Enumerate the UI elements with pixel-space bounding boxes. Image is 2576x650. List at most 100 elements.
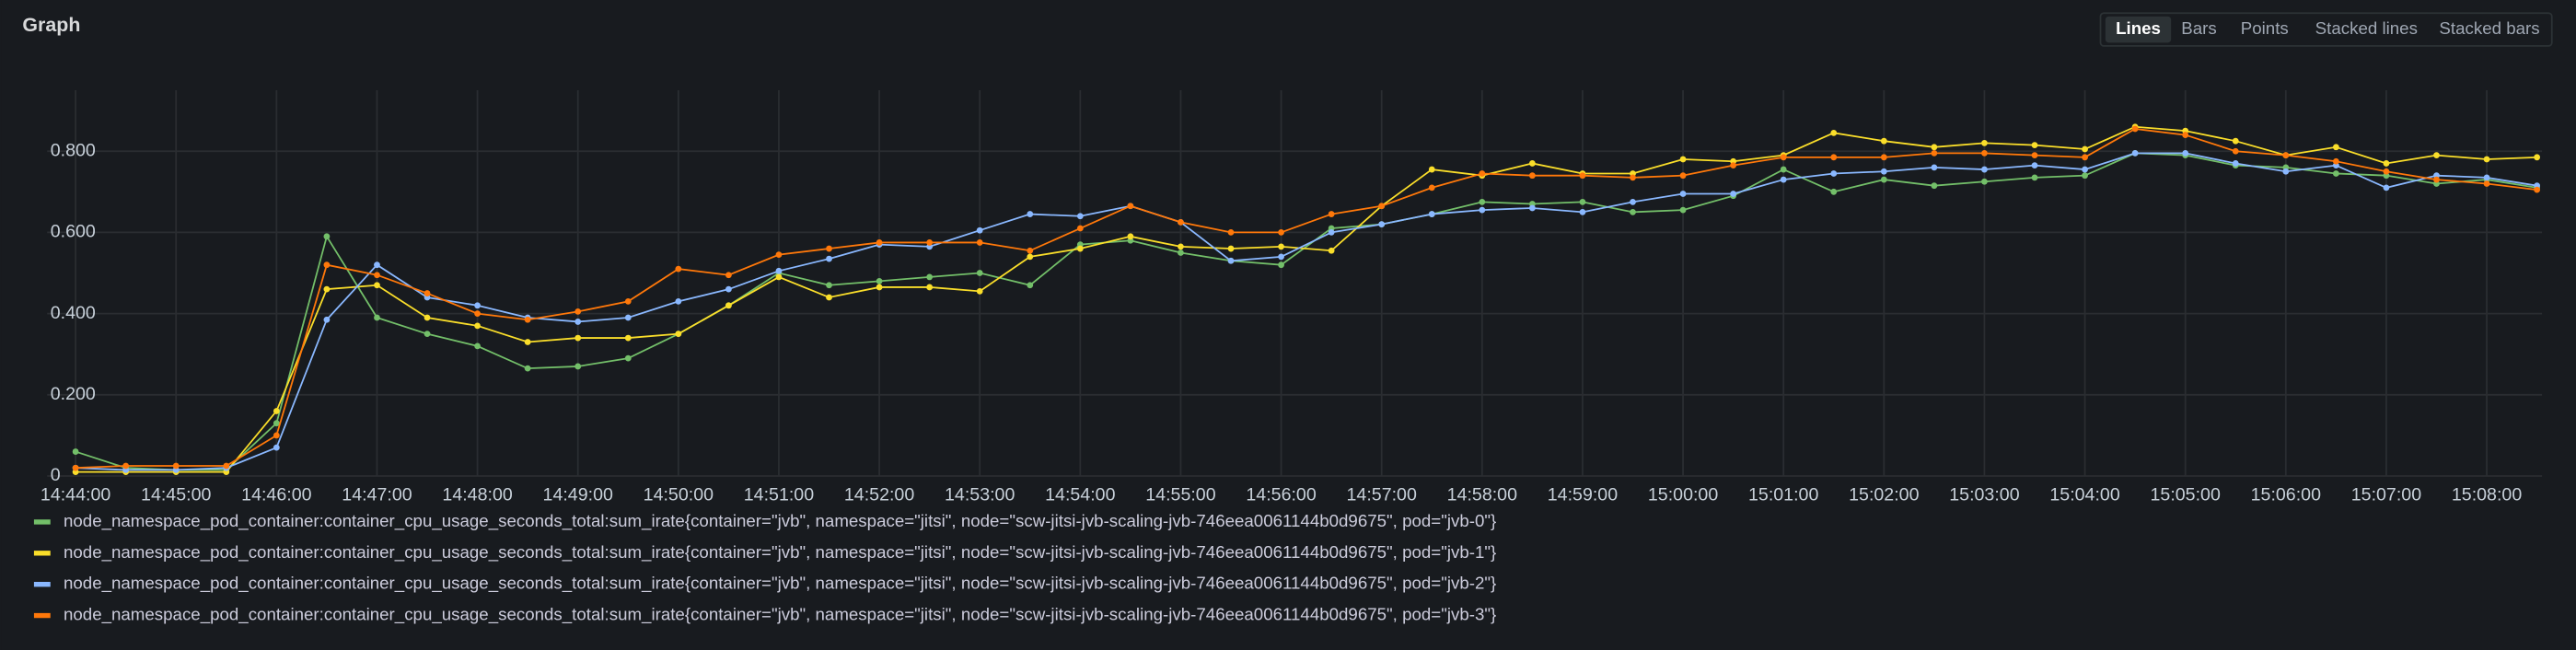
data-point (1780, 176, 1787, 183)
mode-button[interactable]: Lines (2116, 18, 2161, 38)
data-point (1830, 188, 1838, 195)
legend-label[interactable]: node_namespace_pod_container:container_c… (64, 542, 1496, 563)
data-point (1479, 206, 1486, 214)
x-tick-label: 14:52:00 (844, 485, 914, 505)
data-point (2031, 174, 2038, 181)
data-point (775, 251, 783, 259)
x-tick-label: 14:46:00 (241, 485, 311, 505)
data-point (1076, 225, 1084, 232)
data-point (926, 284, 934, 291)
data-point (474, 310, 481, 318)
x-tick-label: 15:03:00 (1949, 485, 2019, 505)
data-point (2282, 168, 2290, 175)
legend-label[interactable]: node_namespace_pod_container:container_c… (64, 574, 1496, 594)
data-point (1730, 162, 1737, 169)
x-tick-label: 14:57:00 (1347, 485, 1417, 505)
x-tick-label: 14:47:00 (342, 485, 412, 505)
data-point (2082, 145, 2088, 153)
data-point (1227, 257, 1235, 264)
data-point (424, 314, 431, 321)
data-point (474, 322, 481, 330)
legend-label[interactable]: node_namespace_pod_container:container_c… (64, 511, 1496, 531)
data-point (1679, 156, 1687, 163)
data-point (876, 284, 883, 291)
mode-button[interactable]: Stacked lines (2315, 18, 2418, 38)
data-point (1278, 243, 1284, 250)
x-tick-label: 14:53:00 (945, 485, 1015, 505)
data-point (876, 239, 883, 246)
mode-button[interactable]: Points (2241, 18, 2289, 38)
data-point (374, 272, 380, 279)
data-point (1880, 176, 1887, 183)
mode-button[interactable]: Stacked bars (2439, 18, 2539, 38)
x-tick-label: 14:54:00 (1045, 485, 1115, 505)
data-point (1076, 213, 1084, 220)
data-point (1830, 170, 1838, 177)
data-point (1830, 129, 1838, 136)
data-point (1579, 172, 1586, 180)
data-point (624, 297, 632, 305)
x-tick-label: 14:59:00 (1548, 485, 1618, 505)
data-point (624, 334, 632, 342)
data-point (1981, 150, 1988, 157)
x-tick-label: 14:48:00 (442, 485, 512, 505)
data-point (2534, 154, 2541, 161)
data-point (474, 302, 481, 309)
data-point (725, 272, 732, 279)
series-line (75, 152, 2537, 471)
data-point (524, 365, 531, 372)
data-point (2232, 137, 2239, 145)
data-point (2232, 160, 2239, 167)
data-point (1931, 164, 1938, 171)
data-point (1880, 137, 1887, 145)
data-point (1027, 247, 1034, 254)
data-point (2433, 176, 2440, 183)
data-point (524, 339, 531, 345)
data-point (2131, 125, 2139, 133)
data-point (1278, 253, 1284, 261)
data-point (1529, 204, 1536, 212)
mode-button[interactable]: Bars (2181, 18, 2216, 38)
data-point (675, 297, 682, 305)
data-point (424, 290, 431, 296)
data-point (1428, 211, 1435, 217)
data-point (775, 273, 783, 281)
data-point (1981, 140, 1988, 146)
data-point (926, 239, 934, 246)
data-point (1880, 168, 1887, 175)
data-point (826, 245, 832, 252)
x-tick-label: 14:45:00 (141, 485, 211, 505)
data-point (273, 420, 280, 427)
data-point (1529, 160, 1536, 167)
y-tick-label: 0 (51, 465, 61, 485)
data-point (624, 314, 632, 321)
data-point (273, 408, 280, 414)
data-point (1981, 166, 1988, 173)
data-point (424, 331, 431, 338)
data-point (172, 462, 180, 470)
data-point (323, 233, 331, 240)
data-point (323, 316, 331, 323)
data-point (574, 319, 582, 325)
data-point (1630, 174, 1636, 181)
x-tick-label: 15:08:00 (2452, 485, 2522, 505)
legend-label[interactable]: node_namespace_pod_container:container_c… (64, 604, 1496, 624)
data-point (2383, 184, 2390, 192)
data-point (1830, 154, 1838, 161)
x-tick-label: 14:55:00 (1145, 485, 1215, 505)
data-point (2433, 152, 2440, 159)
data-point (725, 285, 732, 293)
data-point (1027, 282, 1034, 289)
data-point (926, 273, 934, 281)
data-point (2383, 160, 2390, 167)
data-point (1227, 229, 1235, 236)
data-point (2031, 142, 2038, 148)
data-point (72, 464, 79, 471)
data-point (1127, 203, 1134, 210)
data-point (374, 261, 380, 269)
data-point (1227, 245, 1235, 252)
data-point (826, 255, 832, 262)
data-point (1679, 191, 1687, 197)
data-point (1931, 144, 1938, 151)
